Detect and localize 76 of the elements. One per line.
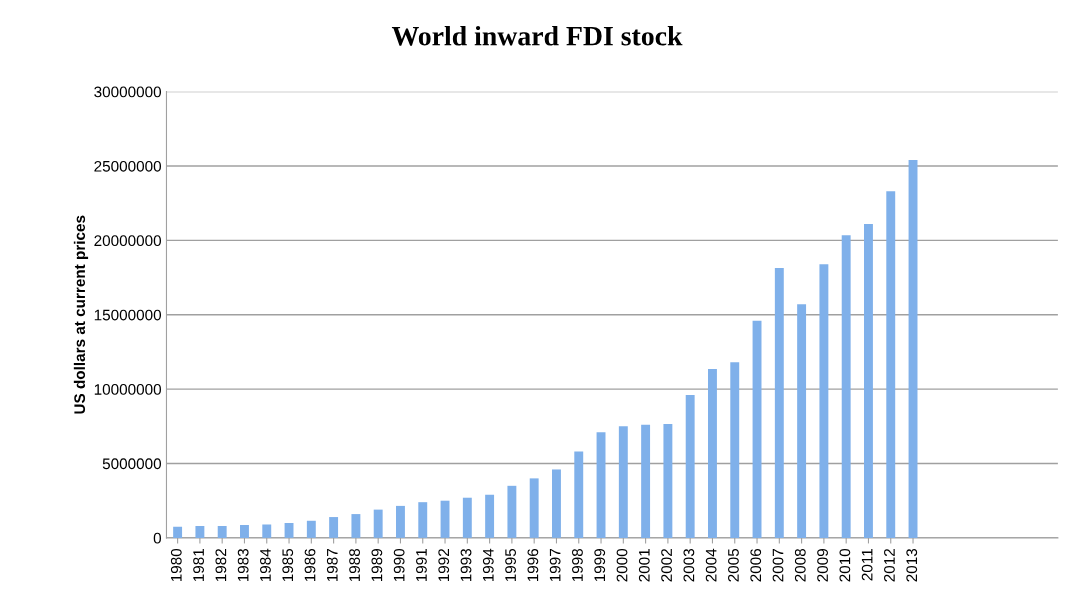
x-tick-label: 1994 bbox=[482, 548, 494, 582]
bar bbox=[529, 478, 539, 538]
x-tick-label: 1995 bbox=[505, 548, 516, 582]
bar bbox=[797, 304, 807, 538]
y-tick-label: 5000000 bbox=[102, 458, 162, 470]
y-tick-label: 20000000 bbox=[94, 235, 162, 247]
x-tick-label: 1988 bbox=[349, 548, 360, 582]
bar bbox=[351, 514, 361, 538]
bar bbox=[819, 264, 829, 538]
x-tick-label: 2001 bbox=[638, 549, 650, 582]
bar bbox=[195, 525, 205, 538]
x-tick-label: 1993 bbox=[460, 548, 472, 582]
x-tick-label: 1987 bbox=[326, 549, 338, 582]
y-axis-title: US dollars at current prices bbox=[73, 215, 89, 414]
bar bbox=[752, 320, 762, 538]
x-tick-label: 2010 bbox=[839, 548, 851, 582]
x-tick-label: 1996 bbox=[527, 548, 539, 582]
x-tick-label: 1982 bbox=[215, 549, 227, 582]
bar bbox=[306, 520, 316, 538]
bar bbox=[262, 524, 272, 538]
x-tick-label: 2005 bbox=[728, 548, 739, 582]
x-tick-label: 1986 bbox=[304, 548, 316, 582]
bar bbox=[774, 267, 784, 538]
y-tick-label: 10000000 bbox=[94, 384, 162, 395]
bar bbox=[618, 426, 628, 538]
y-tick-label: 15000000 bbox=[94, 309, 162, 321]
bar bbox=[217, 525, 227, 538]
bar bbox=[396, 505, 405, 538]
bar bbox=[886, 191, 896, 538]
x-tick-label: 1980 bbox=[170, 548, 182, 582]
x-tick-label: 1999 bbox=[594, 549, 606, 582]
x-tick-label: 1990 bbox=[393, 548, 405, 582]
x-tick-label: 1997 bbox=[549, 549, 561, 582]
y-tick-label: 30000000 bbox=[94, 86, 162, 98]
bar bbox=[596, 432, 606, 538]
x-tick-label: 2004 bbox=[705, 548, 717, 582]
x-tick-label: 1983 bbox=[237, 548, 249, 582]
bar bbox=[329, 517, 339, 538]
bar bbox=[864, 224, 873, 538]
x-tick-label: 1981 bbox=[193, 549, 204, 582]
bar bbox=[173, 526, 183, 538]
bar bbox=[685, 395, 695, 538]
x-tick-label: 1985 bbox=[282, 548, 294, 582]
bar bbox=[641, 424, 651, 538]
x-tick-label: 2012 bbox=[884, 549, 895, 582]
bar bbox=[373, 509, 383, 538]
bar bbox=[841, 235, 851, 538]
x-tick-label: 1998 bbox=[572, 548, 583, 582]
x-tick-label: 2000 bbox=[616, 548, 628, 582]
chart-title: World inward FDI stock bbox=[391, 25, 683, 46]
bar bbox=[462, 497, 472, 538]
y-tick-label: 25000000 bbox=[94, 160, 162, 172]
x-tick-label: 2009 bbox=[817, 549, 828, 582]
x-tick-label: 1991 bbox=[416, 549, 427, 582]
y-tick-label: 0 bbox=[153, 532, 162, 544]
x-tick-label: 2011 bbox=[861, 549, 873, 581]
bar bbox=[284, 523, 294, 538]
bar bbox=[485, 494, 495, 538]
x-tick-label: 1989 bbox=[371, 549, 383, 582]
x-tick-label: 1984 bbox=[260, 548, 271, 582]
x-tick-label: 2002 bbox=[661, 549, 672, 582]
x-tick-label: 2003 bbox=[683, 548, 695, 582]
bar bbox=[730, 362, 740, 538]
x-tick-label: 2006 bbox=[750, 548, 762, 582]
x-tick-label: 2007 bbox=[772, 549, 784, 582]
x-tick-label: 2008 bbox=[794, 548, 806, 582]
bar bbox=[574, 451, 584, 538]
bar bbox=[418, 502, 428, 538]
bar bbox=[240, 524, 249, 538]
bar bbox=[507, 485, 517, 538]
bar bbox=[663, 424, 673, 538]
bar bbox=[708, 369, 717, 538]
bar bbox=[552, 469, 561, 538]
x-tick-label: 1992 bbox=[438, 549, 450, 582]
x-tick-label: 2013 bbox=[906, 548, 918, 582]
bar bbox=[908, 160, 918, 538]
